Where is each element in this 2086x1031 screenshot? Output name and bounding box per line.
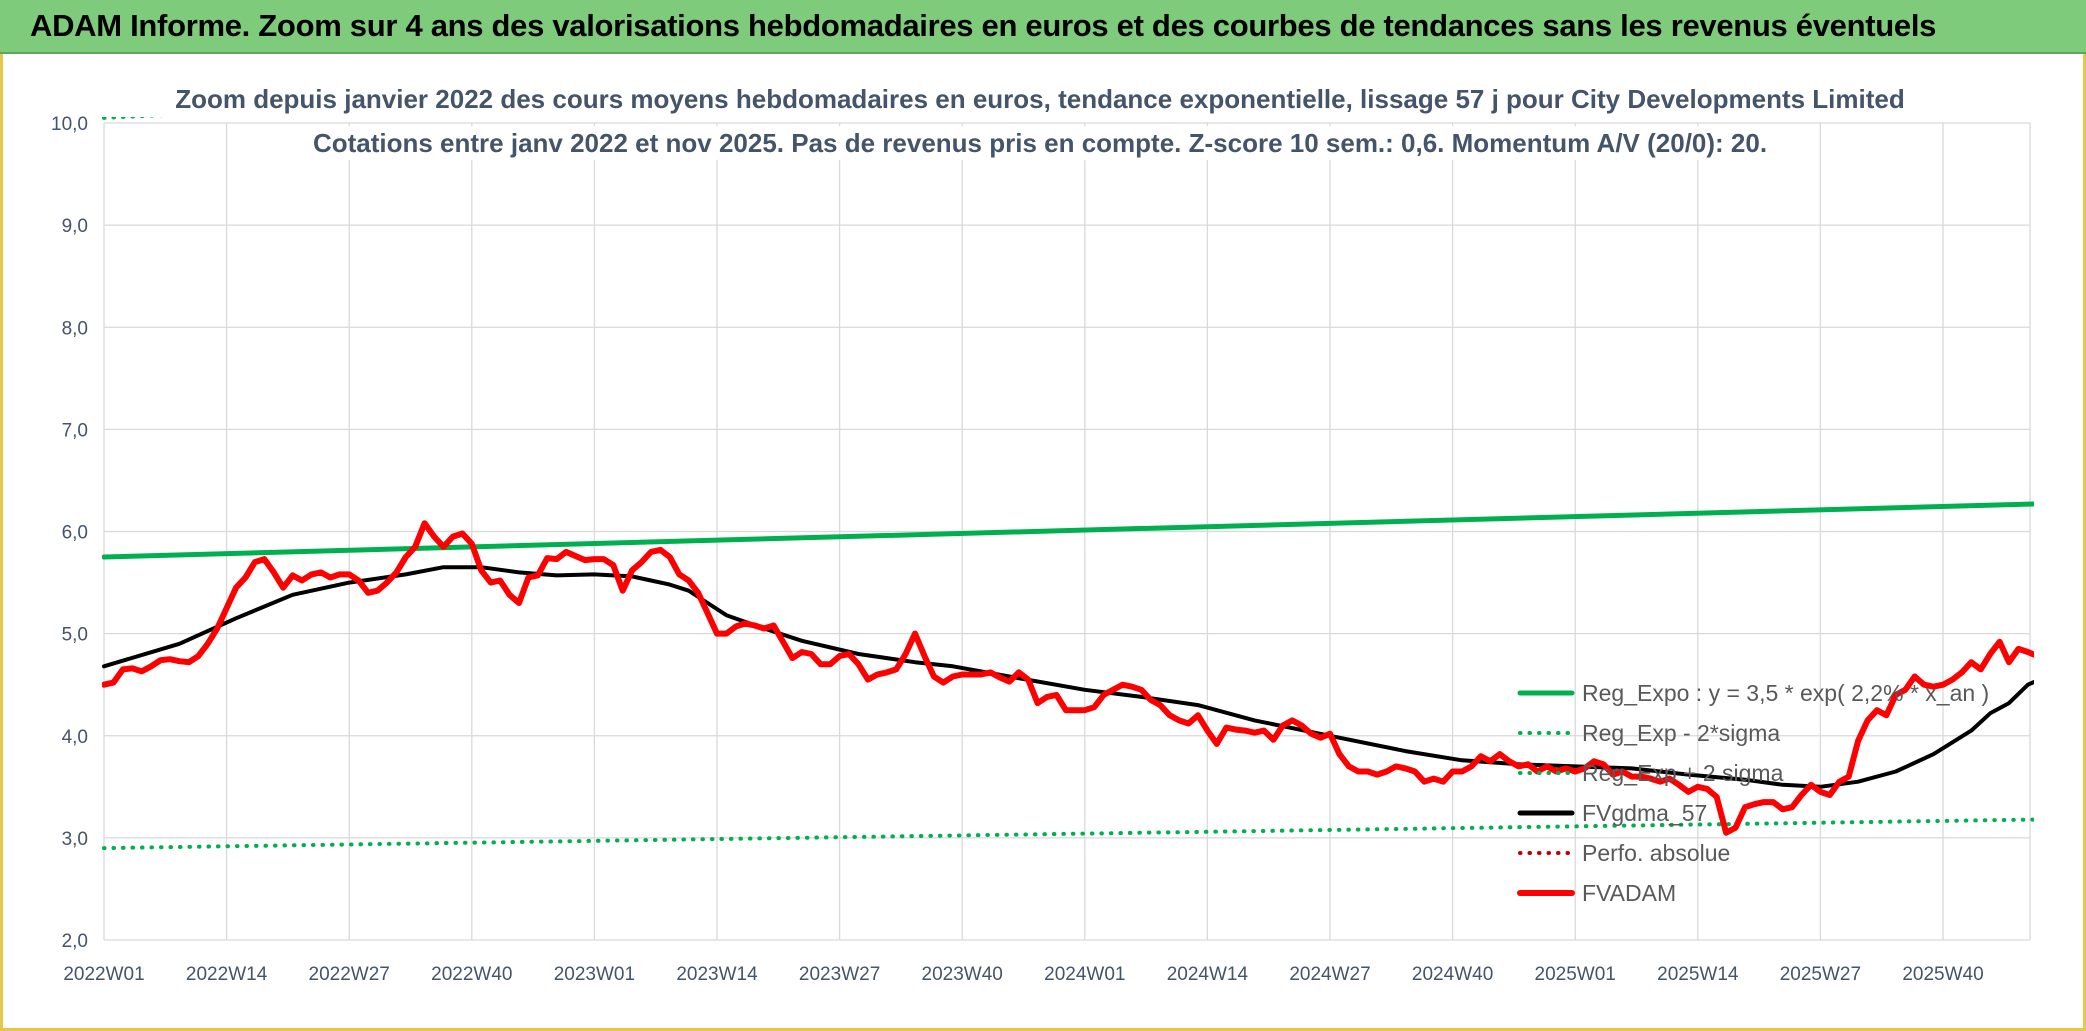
legend-label-fvgdma-57: FVgdma_57: [1582, 800, 1707, 826]
series-line-reg-exp-2-sigma: [102, 817, 2034, 851]
x-tick-label: 2022W27: [309, 964, 390, 985]
report-title: ADAM Informe. Zoom sur 4 ans des valoris…: [30, 8, 1937, 43]
legend-label-reg-expo-y-3-5-exp-2-2-x-an: Reg_Expo : y = 3,5 * exp( 2,2% * x_an ): [1582, 680, 1989, 706]
y-tick-label: 10,0: [51, 114, 88, 135]
x-tick-label: 2024W27: [1289, 964, 1370, 985]
x-tick-label: 2024W40: [1412, 964, 1493, 985]
series-line-fvgdma-57: [102, 565, 2034, 789]
y-tick-label: 8,0: [62, 318, 88, 339]
chart-title: Zoom depuis janvier 2022 des cours moyen…: [175, 84, 1905, 114]
y-tick-label: 7,0: [62, 420, 88, 441]
x-tick-label: 2025W40: [1902, 964, 1983, 985]
series-line-fvadam: [102, 520, 2034, 836]
report-banner: ADAM Informe. Zoom sur 4 ans des valoris…: [0, 0, 2086, 54]
x-tick-label: 2025W14: [1657, 964, 1739, 985]
chart-subtitle-backdrop: [302, 126, 1778, 160]
x-tick-label: 2022W01: [63, 964, 144, 985]
x-tick-label: 2022W14: [186, 964, 268, 985]
y-tick-label: 5,0: [62, 625, 88, 646]
x-tick-label: 2025W27: [1780, 964, 1861, 985]
y-tick-label: 3,0: [62, 829, 88, 850]
chart-series: [102, 117, 2034, 851]
chart-grid: [103, 122, 2031, 941]
y-tick-label: 9,0: [62, 216, 88, 237]
chart-axes: 10,0 9,0 8,0 7,0 6,0 5,0 4,0 3,0 2,0 2022W01 2022W…: [51, 114, 1984, 985]
legend-label-fvadam: FVADAM: [1582, 880, 1676, 906]
x-tick-label: 2024W14: [1167, 964, 1249, 985]
x-tick-label: 2024W01: [1044, 964, 1125, 985]
legend-label-perfo-absolue: Perfo. absolue: [1582, 840, 1730, 866]
legend-label-reg-exp-2-sigma: Reg_Exp - 2*sigma: [1582, 720, 1780, 746]
chart-title-backdrop: [165, 82, 1915, 116]
x-tick-label: 2023W27: [799, 964, 880, 985]
legend-label-reg-exp-2-sigma: Reg_Exp + 2 sigma: [1582, 760, 1784, 786]
y-tick-label: 4,0: [62, 727, 88, 748]
series-line-reg-expo-y-3-5-exp-2-2-x-an: [102, 501, 2034, 560]
chart-legend: Reg_Expo : y = 3,5 * exp( 2,2% * x_an ) R…: [1517, 680, 1989, 906]
chart-subtitle: Cotations entre janv 2022 et nov 2025. P…: [313, 128, 1767, 158]
chart-frame: [0, 54, 2086, 1031]
x-tick-label: 2023W14: [676, 964, 758, 985]
y-tick-label: 6,0: [62, 523, 88, 544]
x-tick-label: 2022W40: [431, 964, 512, 985]
y-tick-label: 2,0: [62, 931, 88, 952]
x-tick-label: 2025W01: [1535, 964, 1616, 985]
x-tick-label: 2023W40: [922, 964, 1003, 985]
x-tick-label: 2023W01: [554, 964, 635, 985]
